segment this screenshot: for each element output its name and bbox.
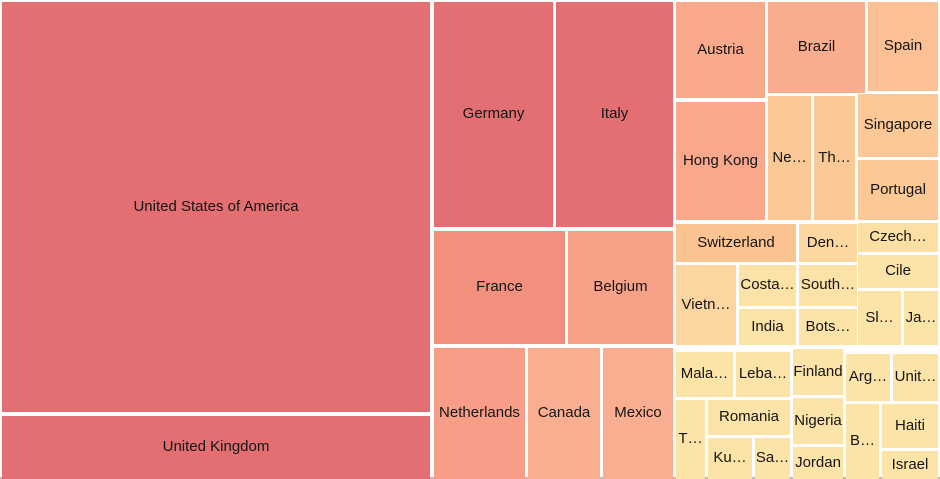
treemap-cell-germany[interactable]: Germany (434, 2, 553, 227)
treemap-cell-label: Bots… (805, 317, 851, 335)
treemap-cell-t[interactable]: T… (676, 400, 705, 479)
treemap-cell-belgium[interactable]: Belgium (568, 231, 673, 344)
treemap-cell-united-kingdom[interactable]: United Kingdom (2, 416, 430, 479)
treemap-cell-label: Ku… (713, 449, 747, 467)
treemap-cell-label: United States of America (133, 197, 299, 215)
treemap-cell-netherlands[interactable]: Netherlands (434, 348, 525, 479)
treemap-cell-india[interactable]: India (739, 309, 796, 345)
treemap-cell-nigeria[interactable]: Nigeria (793, 398, 843, 444)
treemap-cell-label: Israel (891, 455, 929, 473)
treemap-cell-spain[interactable]: Spain (868, 2, 938, 91)
treemap-cell-label: Belgium (593, 278, 648, 296)
treemap-cell-bots[interactable]: Bots… (799, 309, 857, 345)
treemap-cell-unit[interactable]: Unit… (893, 354, 938, 401)
treemap-cell-switzerland[interactable]: Switzerland (676, 224, 796, 262)
treemap-cell-italy[interactable]: Italy (556, 2, 673, 227)
treemap-cell-sl[interactable]: Sl… (858, 291, 901, 345)
treemap-cell-label: Vietn… (681, 295, 731, 313)
treemap-cell-b[interactable]: B… (846, 404, 879, 479)
treemap-cell-label: India (751, 317, 784, 335)
treemap-cell-south[interactable]: South… (799, 265, 857, 306)
treemap-cell-romania[interactable]: Romania (708, 400, 790, 435)
treemap-cell-jordan[interactable]: Jordan (793, 447, 843, 479)
treemap-cell-hong-kong[interactable]: Hong Kong (676, 102, 765, 220)
treemap-cell-label: T… (678, 430, 703, 448)
treemap-cell-label: Finland (793, 362, 843, 380)
treemap-cell-mala[interactable]: Mala… (676, 352, 733, 397)
treemap-cell-label: B… (849, 432, 875, 450)
treemap-cell-brazil[interactable]: Brazil (768, 2, 865, 93)
treemap-cell-haiti[interactable]: Haiti (882, 404, 938, 448)
treemap-cell-den[interactable]: Den… (799, 224, 857, 262)
treemap-cell-czech[interactable]: Czech… (858, 223, 938, 252)
treemap-cell-label: Hong Kong (682, 151, 759, 169)
treemap-cell-label: Austria (697, 40, 744, 58)
treemap-cell-label: France (476, 278, 523, 296)
treemap-cell-label: Jordan (795, 453, 841, 471)
treemap-cell-ne[interactable]: Ne… (768, 96, 811, 220)
treemap-cell-th[interactable]: Th… (814, 96, 855, 220)
treemap-cell-label: Th… (818, 148, 851, 166)
treemap-cell-label: Costa… (740, 276, 795, 294)
treemap-cell-finland[interactable]: Finland (793, 349, 843, 395)
treemap-cell-label: Haiti (894, 416, 925, 434)
treemap-cell-vietn[interactable]: Vietn… (676, 265, 736, 345)
treemap-cell-label: Germany (462, 105, 525, 123)
treemap-cell-canada[interactable]: Canada (528, 348, 600, 479)
treemap-cell-label: Sa… (755, 449, 790, 467)
treemap-cell-austria[interactable]: Austria (676, 2, 765, 98)
treemap-cell-costa[interactable]: Costa… (739, 265, 796, 306)
treemap-cell-arg[interactable]: Arg… (846, 354, 890, 401)
treemap-cell-label: Italy (600, 105, 629, 123)
treemap-cell-cile[interactable]: Cile (858, 255, 938, 288)
treemap-cell-label: Unit… (894, 368, 937, 386)
treemap-cell-label: Portugal (870, 180, 926, 198)
treemap-cell-portugal[interactable]: Portugal (858, 160, 938, 220)
treemap-cell-label: Leba… (738, 365, 788, 383)
treemap-cell-united-states-of-america[interactable]: United States of America (2, 2, 430, 412)
treemap-cell-label: Mala… (680, 365, 729, 383)
treemap-cell-label: Arg… (848, 368, 888, 386)
treemap-cell-label: Spain (883, 37, 923, 55)
treemap-cell-leba[interactable]: Leba… (736, 352, 790, 397)
treemap-cell-label: South… (800, 276, 856, 294)
treemap-cell-label: Switzerland (697, 233, 775, 251)
treemap-cell-ku[interactable]: Ku… (708, 438, 752, 479)
treemap-cell-label: Brazil (797, 38, 836, 56)
treemap-cell-label: Ja… (905, 308, 937, 326)
treemap-cell-label: Nigeria (794, 411, 842, 429)
treemap-cell-label: Sl… (865, 308, 894, 326)
treemap-cell-label: United Kingdom (162, 438, 270, 456)
treemap-cell-singapore[interactable]: Singapore (858, 94, 938, 157)
treemap-cell-label: Singapore (863, 116, 933, 134)
treemap-cell-label: Czech… (869, 228, 927, 246)
treemap-cell-france[interactable]: France (434, 231, 565, 344)
treemap-cell-israel[interactable]: Israel (882, 451, 938, 479)
treemap-cell-label: Romania (718, 408, 780, 426)
treemap-cell-label: Den… (806, 233, 850, 251)
treemap-cell-label: Ne… (772, 148, 807, 166)
treemap-cell-label: Canada (537, 404, 591, 422)
treemap-cell-sa[interactable]: Sa… (755, 438, 790, 479)
treemap-cell-label: Mexico (614, 404, 662, 422)
treemap-cell-ja[interactable]: Ja… (904, 291, 938, 345)
treemap-cell-mexico[interactable]: Mexico (603, 348, 673, 479)
treemap-cell-label: Netherlands (439, 404, 520, 422)
treemap-cell-label: Cile (885, 262, 911, 280)
